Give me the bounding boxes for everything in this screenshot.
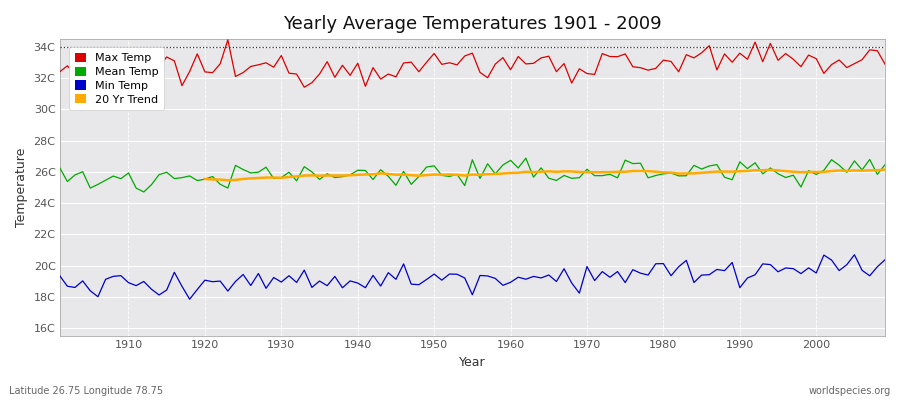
- Y-axis label: Temperature: Temperature: [15, 148, 28, 227]
- Text: worldspecies.org: worldspecies.org: [809, 386, 891, 396]
- Text: Latitude 26.75 Longitude 78.75: Latitude 26.75 Longitude 78.75: [9, 386, 163, 396]
- Legend: Max Temp, Mean Temp, Min Temp, 20 Yr Trend: Max Temp, Mean Temp, Min Temp, 20 Yr Tre…: [69, 47, 164, 110]
- Title: Yearly Average Temperatures 1901 - 2009: Yearly Average Temperatures 1901 - 2009: [283, 15, 662, 33]
- X-axis label: Year: Year: [459, 356, 486, 369]
